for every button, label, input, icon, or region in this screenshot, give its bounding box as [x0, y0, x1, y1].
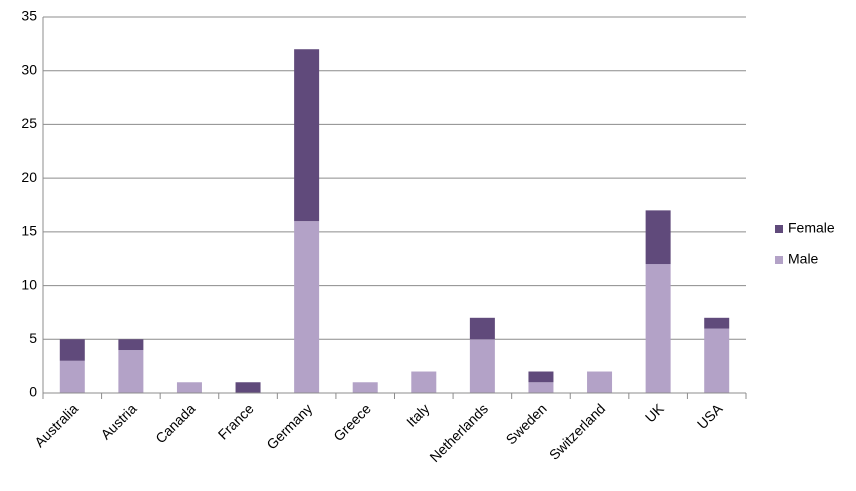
bar-segment — [528, 371, 554, 383]
legend-label: Male — [788, 251, 819, 267]
bar-segment — [528, 382, 554, 393]
x-tick-label: Canada — [152, 400, 198, 446]
x-tick-label: France — [215, 400, 257, 442]
bar-segment — [469, 317, 495, 340]
bar-segment — [704, 328, 730, 393]
x-tick-label: Greece — [330, 400, 374, 444]
bar-segment — [587, 371, 613, 393]
y-tick-label: 10 — [21, 276, 37, 292]
bar-segment — [294, 49, 320, 222]
bar-segment — [352, 382, 378, 393]
x-tick-label: Sweden — [503, 400, 550, 447]
y-tick-label: 5 — [29, 330, 37, 346]
x-tick-label: Austria — [97, 400, 139, 442]
bar-segment — [469, 339, 495, 393]
bar-segment — [235, 382, 261, 393]
bar-segment — [411, 371, 437, 393]
bar-segment — [645, 264, 671, 393]
legend-swatch — [775, 256, 783, 264]
bar-segment — [645, 210, 671, 265]
y-tick-label: 30 — [21, 61, 37, 77]
bar-segment — [59, 360, 85, 393]
x-tick-label: USA — [694, 400, 726, 432]
bar-segment — [176, 382, 202, 393]
y-tick-label: 0 — [29, 384, 37, 400]
y-tick-label: 35 — [21, 8, 37, 24]
y-tick-label: 20 — [21, 169, 37, 185]
y-tick-label: 25 — [21, 115, 37, 131]
x-tick-label: Australia — [31, 400, 81, 450]
x-tick-label: Netherlands — [426, 400, 491, 465]
bar-segment — [118, 339, 144, 351]
x-tick-label: UK — [642, 400, 668, 426]
bar-segment — [59, 339, 85, 361]
legend-swatch — [775, 225, 783, 233]
x-tick-label: Switzerland — [546, 400, 608, 462]
bar-segment — [118, 350, 144, 393]
x-tick-label: Italy — [403, 400, 432, 429]
x-tick-label: Germany — [263, 400, 315, 452]
bar-segment — [704, 317, 730, 329]
bar-segment — [294, 221, 320, 393]
y-tick-label: 15 — [21, 223, 37, 239]
legend-label: Female — [788, 220, 835, 236]
